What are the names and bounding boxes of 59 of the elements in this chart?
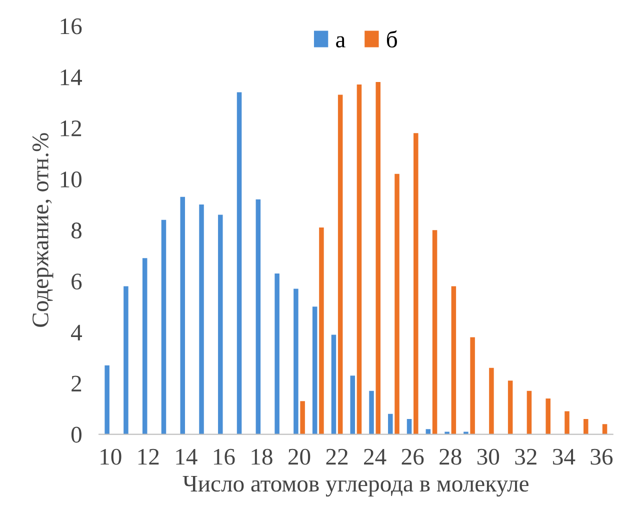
bar [564,411,570,434]
x-tick-label: 28 [440,448,462,465]
x-tick-label: 12 [138,448,159,465]
bar [218,214,223,434]
x-tick-label: 20 [288,448,310,465]
y-tick-label: 2 [72,376,82,392]
bar [274,273,280,434]
bar [451,286,456,434]
bar [338,94,343,434]
bar [300,401,305,434]
bar [350,376,355,434]
bar [546,398,550,434]
x-tick-label: 30 [477,448,500,465]
bar [388,414,393,434]
y-tick-label: 8 [71,222,82,238]
bar [142,258,148,434]
bar [236,92,242,434]
x-tick-label: 22 [326,448,348,465]
x-tick-label: 34 [553,448,576,465]
x-tick-label: 16 [214,448,235,465]
x-tick-label: 26 [402,448,424,465]
y-axis-title: Содержание, отн.% [32,133,54,327]
bar [294,288,298,434]
bar [489,368,494,434]
legend-label: б [386,30,397,48]
bar [470,337,475,434]
bar [199,204,204,434]
bar [432,230,438,434]
y-tick-label: 12 [60,120,82,136]
x-tick-label: 18 [252,448,272,465]
bar [356,84,362,434]
y-tick-label: 0 [71,426,82,443]
x-tick-label: 10 [100,448,122,465]
bar [319,228,324,434]
bar [256,199,261,434]
y-tick-label: 16 [60,18,82,34]
bar [104,365,110,434]
bar [180,196,185,434]
y-tick-label: 10 [60,172,82,188]
bar [414,133,418,434]
y-tick-label: 4 [71,324,82,340]
y-tick-label: 6 [72,274,82,290]
bar [124,286,128,434]
bar [394,174,400,434]
x-tick-label: 36 [590,448,613,465]
bar [369,390,374,434]
bar [526,390,532,434]
legend-label: а [336,36,346,48]
bar [331,334,336,434]
bar [584,418,588,434]
bar [376,82,380,434]
x-axis-title: Число атомов углерода в молекуле [182,476,528,497]
bar [312,306,318,434]
x-tick-label: 24 [364,448,386,465]
y-tick-label: 14 [60,70,82,86]
bar [508,380,513,434]
x-tick-label: 32 [515,448,536,465]
bar [161,220,166,434]
x-tick-label: 14 [176,448,198,465]
